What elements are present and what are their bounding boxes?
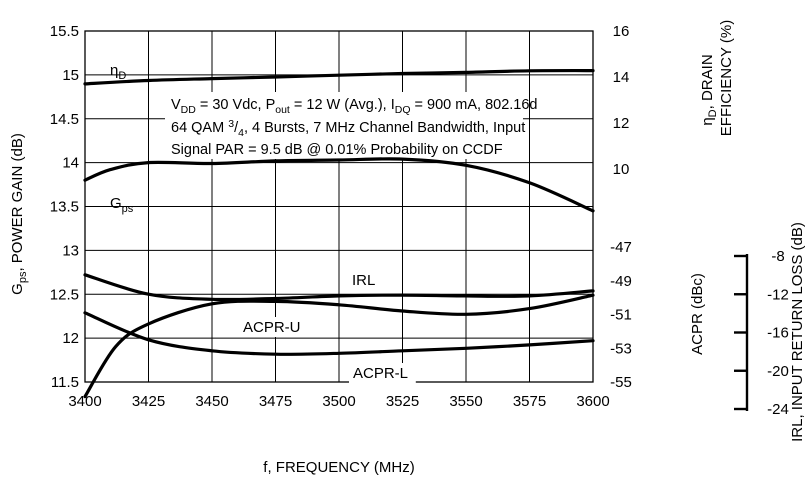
x-tick-label: 3525 bbox=[386, 393, 419, 410]
efficiency-axis-title-line-2: EFFICIENCY (%) bbox=[718, 20, 735, 136]
gain-tick-label: 13 bbox=[62, 242, 79, 259]
note-background bbox=[165, 92, 523, 159]
series-label-acpr-u: ACPR-U bbox=[243, 319, 301, 336]
x-tick-label: 3600 bbox=[576, 393, 609, 410]
acpr-axis-title: ACPR (dBc) bbox=[689, 273, 706, 355]
efficiency-tick-label: 10 bbox=[613, 161, 630, 178]
x-tick-label: 3550 bbox=[449, 393, 482, 410]
efficiency-tick-label: 14 bbox=[613, 69, 630, 86]
irl-tick-label: -24 bbox=[767, 401, 789, 418]
series-label-gps: Gps bbox=[110, 195, 134, 215]
series-line-gps bbox=[83, 157, 595, 213]
gain-tick-label: 14.5 bbox=[50, 111, 79, 128]
series-label-acpr-l: ACPR-L bbox=[353, 365, 408, 382]
x-tick-label: 3575 bbox=[513, 393, 546, 410]
acpr-tick-label: -55 bbox=[610, 374, 632, 391]
gain-tick-label: 15.5 bbox=[50, 23, 79, 40]
grid-layer bbox=[85, 31, 593, 382]
gain-tick-label: 11.5 bbox=[51, 374, 79, 391]
plot-frame bbox=[84, 30, 594, 383]
series-label-background bbox=[349, 363, 416, 383]
curve-layer bbox=[83, 68, 595, 399]
series-line-acpr-l bbox=[83, 311, 595, 356]
left-axis-title: Gps, POWER GAIN (dB) bbox=[9, 133, 29, 295]
gain-tick-label: 14 bbox=[62, 155, 79, 172]
gain-tick-label: 12.5 bbox=[50, 286, 79, 303]
x-tick-label: 3500 bbox=[322, 393, 355, 410]
x-axis-title: f, FREQUENCY (MHz) bbox=[263, 459, 414, 476]
test-conditions-note: VDD = 30 Vdc, Pout = 12 W (Avg.), IDQ = … bbox=[165, 92, 537, 159]
irl-tick-label: -16 bbox=[767, 325, 789, 342]
acpr-tick-label: -47 bbox=[610, 239, 632, 256]
x-tick-label: 3400 bbox=[68, 393, 101, 410]
note-line-3: Signal PAR = 9.5 dB @ 0.01% Probability … bbox=[171, 142, 503, 158]
gain-tick-label: 12 bbox=[62, 330, 79, 347]
x-tick-label: 3450 bbox=[195, 393, 228, 410]
x-tick-label: 3475 bbox=[259, 393, 292, 410]
efficiency-tick-label: 12 bbox=[613, 115, 630, 132]
series-line-acpr-u bbox=[83, 273, 595, 302]
acpr-tick-label: -51 bbox=[610, 307, 632, 324]
efficiency-tick-label: 16 bbox=[613, 23, 630, 40]
series-line-eta-d bbox=[83, 68, 595, 86]
series-label-layer: ηD Gps IRL ACPR-U ACPR-L bbox=[110, 62, 416, 383]
x-tick-label: 3425 bbox=[132, 393, 165, 410]
series-label-irl: IRL bbox=[352, 272, 375, 289]
acpr-tick-label: -49 bbox=[610, 273, 632, 290]
irl-axis-title: IRL, INPUT RETURN LOSS (dB) bbox=[789, 222, 806, 442]
note-line-1: VDD = 30 Vdc, Pout = 12 W (Avg.), IDQ = … bbox=[171, 97, 537, 116]
gain-tick-label: 15 bbox=[62, 67, 79, 84]
tick-label-layer: 3400 3425 3450 3475 3500 3525 3550 3575 3600 11.5… bbox=[50, 23, 789, 418]
gain-tick-label: 13.5 bbox=[50, 199, 79, 216]
series-label-eta-d: ηD bbox=[110, 62, 126, 82]
irl-tick-label: -8 bbox=[771, 248, 784, 265]
efficiency-axis-title-line-1: ηD, DRAIN bbox=[699, 54, 719, 125]
note-line-2: 64 QAM 3/4, 4 Bursts, 7 MHz Channel Band… bbox=[171, 118, 525, 139]
irl-tick-label: -20 bbox=[767, 363, 789, 380]
irl-tick-label: -12 bbox=[767, 286, 789, 303]
series-label-background bbox=[239, 317, 306, 337]
acpr-tick-label: -53 bbox=[610, 340, 632, 357]
